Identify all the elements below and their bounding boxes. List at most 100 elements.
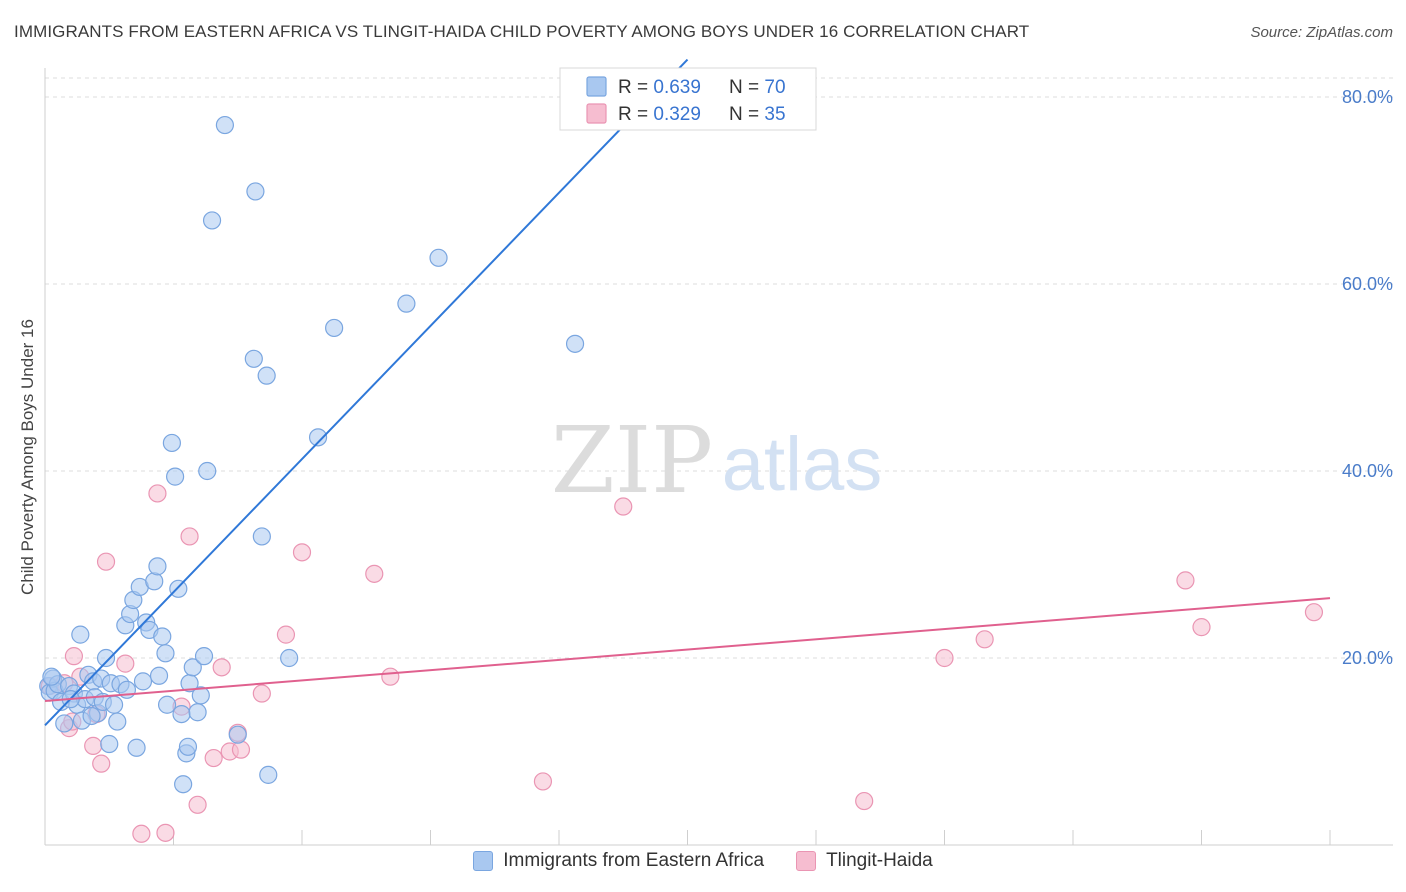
n-label: N = <box>729 104 764 125</box>
eastern-africa-point-49 <box>188 703 207 722</box>
y-tick-label-80: 80.0% <box>1342 87 1393 107</box>
r-label: R = <box>618 77 653 98</box>
scatter-chart: ZIP atlas 20.0%40.0%60.0%80.0%0.0%80.0% … <box>39 58 1393 846</box>
eastern-africa-point-37 <box>153 627 172 646</box>
tlingit-haida-point-17 <box>204 748 223 768</box>
eastern-africa-point-29 <box>127 738 146 757</box>
eastern-africa-point-48 <box>183 658 202 677</box>
tlingit-haida-point-26 <box>381 667 400 686</box>
r-label: R = <box>618 104 653 125</box>
legend-swatch-blue <box>473 851 494 871</box>
eastern-africa-point-52 <box>198 461 217 481</box>
eastern-africa-point-63 <box>325 318 344 338</box>
axes <box>44 68 1393 846</box>
eastern-africa-point-65 <box>429 248 448 267</box>
watermark: ZIP atlas <box>551 407 882 514</box>
eastern-africa-point-69 <box>82 706 101 726</box>
eastern-africa-point-23 <box>108 712 127 731</box>
gridlines <box>45 77 1393 659</box>
eastern-africa-point-59 <box>257 366 276 385</box>
legend-item-tlingit-haida[interactable]: Tlingit-Haida <box>796 850 933 872</box>
tlingit-haida-point-33 <box>1192 618 1211 637</box>
r-value: 0.329 <box>653 104 701 125</box>
n-value: 70 <box>764 77 785 98</box>
chart-title: IMMIGRANTS FROM EASTERN AFRICA VS TLINGI… <box>14 22 1030 41</box>
legend-box-swatch-pink <box>586 103 607 124</box>
legend-box-swatch-blue <box>586 76 607 97</box>
watermark-atlas: atlas <box>722 422 883 507</box>
tlingit-haida-point-29 <box>855 791 874 811</box>
eastern-africa-point-55 <box>228 725 247 744</box>
n-value: 35 <box>764 104 785 125</box>
tlingit-haida-point-12 <box>148 484 167 503</box>
tlingit-haida-point-30 <box>935 648 954 668</box>
eastern-africa-point-34 <box>145 572 164 591</box>
tlingit-haida-point-22 <box>252 684 271 703</box>
eastern-africa-point-56 <box>244 349 263 368</box>
eastern-africa-point-61 <box>280 648 299 668</box>
tlingit-haida-point-10 <box>116 654 135 673</box>
tlingit-haida-point-31 <box>975 630 994 649</box>
eastern-africa-point-22 <box>104 695 124 714</box>
eastern-africa-point-31 <box>133 672 153 691</box>
y-tick-label-40: 40.0% <box>1342 461 1393 481</box>
eastern-africa-point-58 <box>252 527 271 546</box>
legend-swatch-pink <box>796 851 817 871</box>
legend-box-row-pink: R = 0.329 N = 35 <box>618 104 786 125</box>
tlingit-haida-point-21 <box>231 740 251 759</box>
watermark-zip: ZIP <box>551 407 713 514</box>
y-tick-label-20: 20.0% <box>1342 648 1393 668</box>
tlingit-haida-point-6 <box>84 736 103 755</box>
tlingit-haida-point-11 <box>132 824 151 843</box>
tlingit-haida-point-25 <box>365 564 384 583</box>
legend-box-row-blue: R = 0.639 N = 70 <box>618 77 786 98</box>
r-value: 0.639 <box>653 77 701 98</box>
tlingit-haida-point-9 <box>96 552 116 571</box>
series-tlingit-haida <box>40 484 1324 843</box>
eastern-africa-point-66 <box>565 334 585 353</box>
tlingit-haida-point-27 <box>533 772 553 791</box>
eastern-africa-point-42 <box>169 579 188 598</box>
n-label: N = <box>729 77 764 98</box>
tlingit-haida-point-18 <box>212 658 231 677</box>
trend-line-eastern-africa <box>44 58 689 727</box>
eastern-africa-point-10 <box>71 625 90 644</box>
tlingit-haida-point-32 <box>1176 571 1195 590</box>
eastern-africa-point-53 <box>202 211 222 230</box>
tlingit-haida-point-34 <box>1304 603 1324 622</box>
eastern-africa-point-6 <box>55 714 74 733</box>
eastern-africa-point-62 <box>308 428 328 447</box>
eastern-africa-point-35 <box>148 557 167 576</box>
eastern-africa-point-36 <box>149 666 169 685</box>
legend-item-eastern-africa[interactable]: Immigrants from Eastern Africa <box>473 850 764 872</box>
trend-line-tlingit-haida <box>44 597 1331 703</box>
eastern-africa-point-60 <box>259 765 278 784</box>
eastern-africa-point-67 <box>42 667 61 686</box>
eastern-africa-point-57 <box>246 182 265 201</box>
legend-label-tlingit-haida: Tlingit-Haida <box>826 850 933 871</box>
eastern-africa-point-38 <box>156 644 175 663</box>
eastern-africa-point-44 <box>174 775 193 794</box>
bottom-legend: Immigrants from Eastern Africa Tlingit-H… <box>0 850 1406 872</box>
correlation-legend: R = 0.639 N = 70 R = 0.329 N = 35 <box>559 67 817 131</box>
eastern-africa-point-46 <box>178 737 198 756</box>
eastern-africa-point-51 <box>194 647 214 666</box>
tlingit-haida-point-13 <box>156 823 175 842</box>
tlingit-haida-point-15 <box>180 527 199 546</box>
trend-lines <box>44 58 1331 727</box>
eastern-africa-point-39 <box>157 695 177 714</box>
legend-label-eastern-africa: Immigrants from Eastern Africa <box>503 850 765 871</box>
eastern-africa-point-41 <box>166 467 185 486</box>
tlingit-haida-point-24 <box>292 543 312 562</box>
eastern-africa-point-54 <box>215 115 234 135</box>
eastern-africa-point-20 <box>100 734 119 754</box>
series-eastern-africa <box>39 115 585 794</box>
eastern-africa-point-50 <box>191 686 210 705</box>
tlingit-haida-point-16 <box>188 795 207 814</box>
eastern-africa-point-43 <box>172 704 191 724</box>
eastern-africa-point-64 <box>397 294 416 313</box>
tlingit-haida-point-23 <box>276 625 296 644</box>
tlingit-haida-point-28 <box>614 497 633 516</box>
y-tick-label-60: 60.0% <box>1342 274 1393 294</box>
source-label: Source: ZipAtlas.com <box>1250 24 1393 41</box>
